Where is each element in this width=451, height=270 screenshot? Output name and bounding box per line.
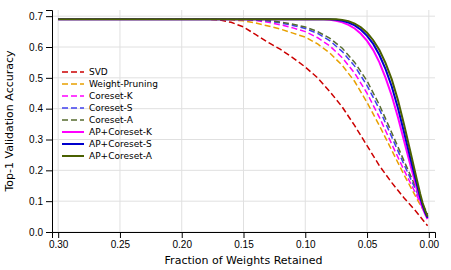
series-line — [58, 19, 427, 219]
tick-mark — [46, 109, 52, 110]
grid-line-y — [52, 16, 435, 17]
grid-line-y — [52, 170, 435, 171]
grid — [52, 10, 435, 232]
axis-line — [53, 233, 436, 239]
plot: 0.30 0.25 0.20 0.15 0.10 0.05 0.00 0.0 0.1 0.2 0.3… — [29, 10, 439, 250]
tick: 0.4 — [29, 103, 52, 114]
tick: 0.20 — [172, 232, 192, 250]
legend-swatch — [62, 131, 84, 133]
legend-swatch — [62, 155, 84, 157]
grid-line-x — [181, 10, 182, 232]
legend: SVD Weight-Pruning Coreset-K Coreset-S Cores… — [62, 67, 158, 161]
tick: 0.25 — [111, 232, 131, 250]
legend-swatch — [62, 107, 84, 109]
y-axis: 0.0 0.1 0.2 0.3 0.4 0.5 0.6 0.7 — [29, 11, 52, 238]
lines — [58, 19, 427, 226]
tick-label: 0.4 — [29, 103, 43, 114]
tick: 0.05 — [358, 232, 378, 250]
tick-label: 0.1 — [29, 196, 43, 207]
tick-mark — [120, 232, 121, 238]
legend-swatch — [62, 119, 84, 121]
tick-mark — [46, 78, 52, 79]
legend-label: Coreset-S — [89, 103, 133, 113]
tick-label: 0.30 — [49, 239, 69, 250]
tick: 0.7 — [29, 11, 52, 22]
tick: 0.15 — [234, 232, 254, 250]
tick-mark — [58, 232, 59, 238]
tick: 0.2 — [29, 165, 52, 176]
grid-line-x — [428, 10, 429, 232]
legend-item: Coreset-K — [62, 91, 134, 101]
legend-swatch — [62, 71, 84, 73]
legend-label: AP+Coreset-S — [89, 139, 152, 149]
grid-line-x — [367, 10, 368, 232]
legend-label: Coreset-K — [89, 91, 134, 101]
tick-label: 0.6 — [29, 42, 43, 53]
tick-mark — [46, 201, 52, 202]
legend-swatch — [62, 83, 84, 85]
legend-item: Weight-Pruning — [62, 79, 158, 89]
tick: 0.10 — [296, 232, 316, 250]
tick-mark — [46, 232, 52, 233]
grid-line-x — [305, 10, 306, 232]
tick: 0.30 — [49, 232, 69, 250]
tick: 0.3 — [29, 134, 52, 145]
x-axis: 0.30 0.25 0.20 0.15 0.10 0.05 0.00 — [49, 232, 440, 250]
legend-swatch — [62, 143, 84, 145]
legend-label: Weight-Pruning — [89, 79, 158, 89]
tick-label: 0.00 — [420, 239, 440, 250]
tick-label: 0.2 — [29, 165, 43, 176]
tick-mark — [429, 232, 430, 238]
grid-line-x — [243, 10, 244, 232]
x-axis-title: Fraction of Weights Retained — [165, 254, 323, 267]
tick-mark — [46, 16, 52, 17]
tick-label: 0.05 — [358, 239, 378, 250]
tick-mark — [182, 232, 183, 238]
tick: 0.1 — [29, 196, 52, 207]
tick-label: 0.0 — [29, 227, 43, 238]
tick-label: 0.25 — [111, 239, 131, 250]
tick-label: 0.7 — [29, 11, 43, 22]
legend-item: AP+Coreset-A — [62, 151, 153, 161]
legend-label: AP+Coreset-K — [89, 127, 153, 137]
axis-line — [46, 11, 53, 233]
legend-label: AP+Coreset-A — [89, 151, 153, 161]
legend-swatch — [62, 95, 84, 97]
series-line — [58, 19, 427, 218]
tick: 0.0 — [29, 227, 52, 238]
tick-mark — [46, 170, 52, 171]
tick-label: 0.5 — [29, 73, 43, 84]
tick-label: 0.3 — [29, 134, 43, 145]
tick-label: 0.10 — [296, 239, 316, 250]
series-line — [58, 19, 427, 226]
legend-item: AP+Coreset-S — [62, 139, 152, 149]
grid-line-x — [58, 10, 59, 232]
tick: 0.5 — [29, 73, 52, 84]
legend-item: SVD — [62, 67, 108, 77]
chart: 0.30 0.25 0.20 0.15 0.10 0.05 0.00 0.0 0.1 0.2 0.3… — [0, 0, 451, 270]
tick-mark — [46, 140, 52, 141]
tick-mark — [46, 47, 52, 48]
y-axis-title: Top-1 Validation Accuracy — [3, 50, 16, 193]
tick-label: 0.15 — [234, 239, 254, 250]
tick: 0.6 — [29, 42, 52, 53]
legend-item: Coreset-A — [62, 115, 134, 125]
tick-mark — [367, 232, 368, 238]
tick-label: 0.20 — [172, 239, 192, 250]
series-line — [58, 19, 427, 216]
legend-label: Coreset-A — [89, 115, 134, 125]
legend-item: Coreset-S — [62, 103, 133, 113]
tick-mark — [305, 232, 306, 238]
legend-label: SVD — [89, 67, 108, 77]
grid-line-y — [52, 201, 435, 202]
tick-mark — [244, 232, 245, 238]
tick: 0.00 — [420, 232, 440, 250]
legend-item: AP+Coreset-K — [62, 127, 153, 137]
